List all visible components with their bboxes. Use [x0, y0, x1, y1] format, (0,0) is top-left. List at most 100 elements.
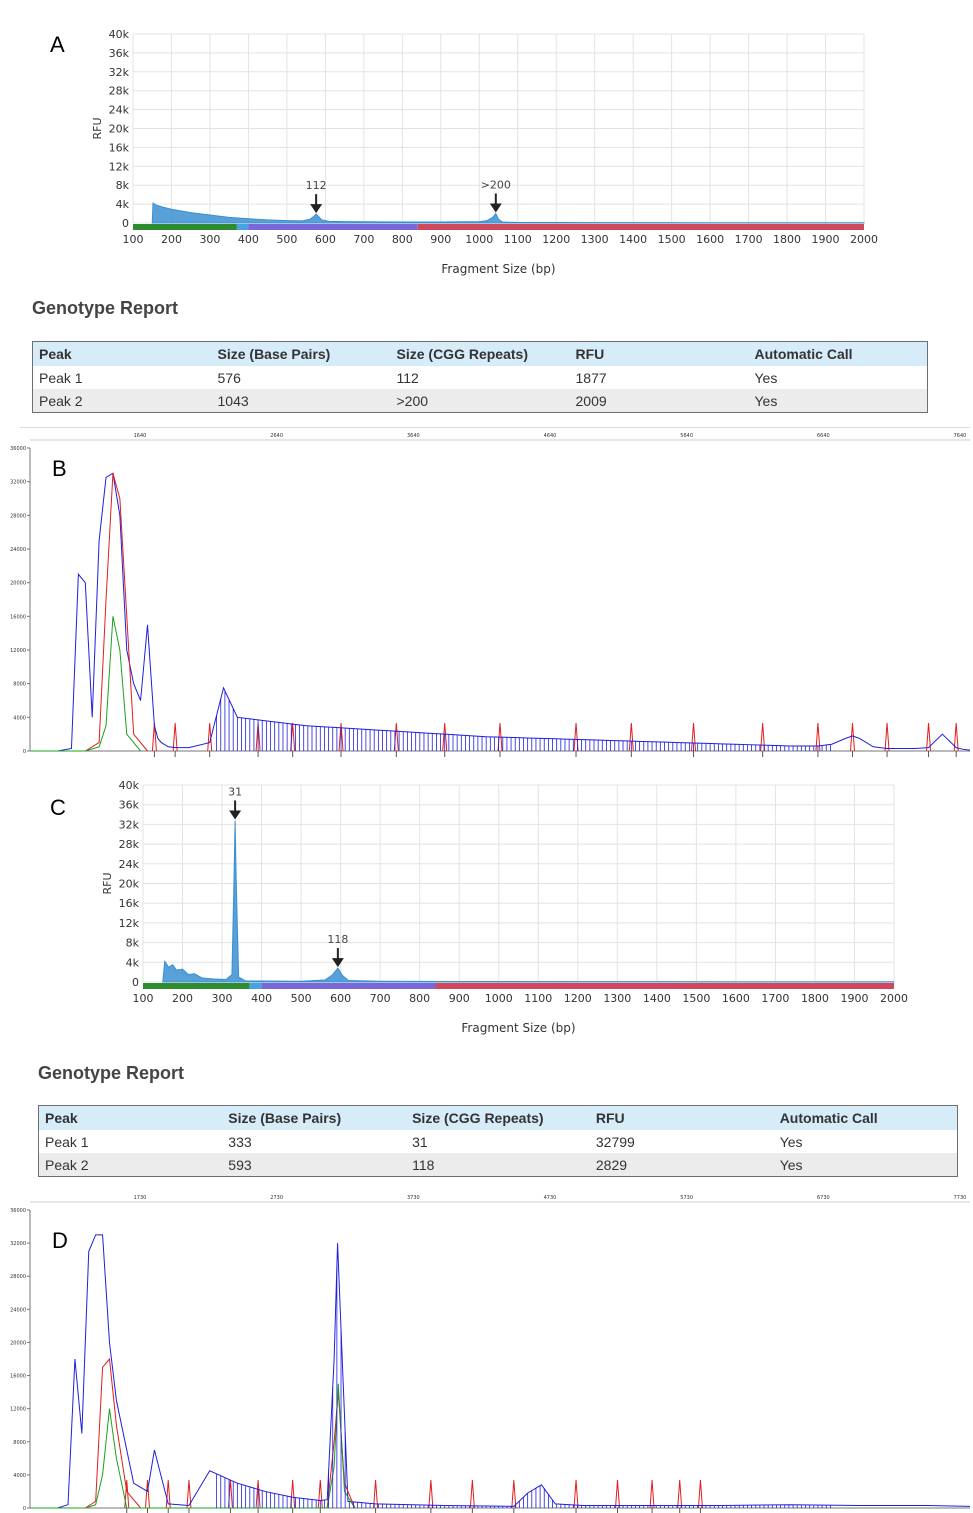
column-header: Size (CGG Repeats): [406, 1105, 590, 1130]
table-cell: 2009: [569, 389, 749, 413]
y-tick-label: 24000: [10, 1307, 26, 1313]
trace-line: [30, 1383, 356, 1509]
y-tick-label: 36000: [10, 1208, 26, 1214]
chart-c: 100 200 300 400 500 600 700 800 900 1000 1100 1200 1…: [101, 779, 908, 1035]
x-tick-label: 1800: [801, 992, 829, 1005]
ladder-peak: [145, 1479, 150, 1509]
x-tick-label: 1640: [134, 433, 147, 439]
x-tick-label: 2000: [850, 233, 878, 246]
x-tick-label: 300: [212, 992, 233, 1005]
x-tick-label: 1600: [722, 992, 750, 1005]
data-trace: [151, 202, 865, 224]
x-tick-label: 200: [172, 992, 193, 1005]
x-tick-label: 800: [392, 233, 413, 246]
x-tick-label: 1300: [603, 992, 631, 1005]
y-tick-label: 32k: [109, 66, 130, 79]
x-tick-label: 7730: [954, 1195, 967, 1201]
y-tick-label: 4k: [126, 956, 140, 969]
genotype-table-c: Peak Size (Base Pairs) Size (CGG Repeats) R…: [38, 1105, 958, 1177]
size-band: [261, 983, 436, 989]
y-tick-label: 36k: [109, 47, 130, 60]
genotype-report-title-c: Genotype Report: [38, 1063, 185, 1083]
y-tick-label: 16k: [109, 141, 130, 154]
x-tick-label: 1500: [658, 233, 686, 246]
ladder-peak: [884, 722, 890, 752]
separator: [20, 427, 970, 428]
x-tick-label: 7640: [954, 433, 967, 439]
y-tick-label: 4k: [116, 198, 130, 211]
y-tick-label: 16000: [10, 1374, 26, 1380]
ladder-peak: [442, 722, 448, 752]
peak-marker-arrowhead: [331, 958, 344, 968]
column-header: Peak: [32, 341, 212, 366]
table-cell: Peak 2: [32, 389, 212, 413]
y-tick-label: 36k: [119, 799, 140, 812]
y-tick-label: 32000: [10, 480, 26, 486]
x-tick-label: 5730: [680, 1195, 693, 1201]
table-row: Peak 1 333 31 32799 Yes: [38, 1130, 958, 1153]
x-tick-label: 1100: [524, 992, 552, 1005]
y-tick-label: 4000: [13, 1473, 26, 1479]
size-band: [249, 983, 262, 989]
y-tick-label: 24k: [119, 858, 140, 871]
table-cell: Peak 1: [32, 366, 212, 389]
ladder-peak: [573, 1479, 579, 1509]
chart-a: 100 200 300 400 500 600 700 800 900 1000 1100 1200 1…: [91, 28, 878, 276]
x-tick-label: 1900: [812, 233, 840, 246]
x-tick-label: 100: [123, 233, 144, 246]
x-tick-label: 6730: [817, 1195, 830, 1201]
column-header: Automatic Call: [748, 341, 928, 366]
y-tick-label: 24k: [109, 104, 130, 117]
x-tick-label: 1600: [696, 233, 724, 246]
x-tick-label: 2730: [270, 1195, 283, 1201]
table-row: Peak 2 1043 >200 2009 Yes: [32, 389, 928, 413]
x-tick-label: 2640: [270, 433, 283, 439]
x-tick-label: 800: [409, 992, 430, 1005]
x-tick-label: 6640: [817, 433, 830, 439]
x-tick-label: 700: [353, 233, 374, 246]
x-tick-label: 1100: [504, 233, 532, 246]
ladder-peak: [255, 1479, 261, 1509]
peak-marker-arrowhead: [310, 204, 323, 214]
ladder-peak: [760, 722, 766, 752]
y-tick-label: 28000: [10, 1274, 26, 1280]
y-tick-label: 8k: [126, 937, 140, 950]
y-tick-label: 40k: [119, 779, 140, 792]
column-header: RFU: [589, 1105, 774, 1130]
x-tick-label: 1400: [619, 233, 647, 246]
ladder-peak: [186, 1479, 192, 1509]
y-tick-label: 12000: [10, 648, 26, 654]
peak-marker-label: 31: [228, 785, 242, 798]
panel-a: A 100 200 300 400 500 600 700 800 900 1000 1100 120…: [0, 0, 973, 425]
ladder-peak: [172, 722, 178, 752]
size-band: [417, 224, 864, 230]
y-tick-label: 32k: [119, 818, 140, 831]
table-cell: Peak 1: [38, 1130, 223, 1153]
x-tick-label: 900: [449, 992, 470, 1005]
table-row: Peak 2 593 118 2829 Yes: [38, 1153, 958, 1177]
peak-marker-arrowhead: [229, 810, 242, 820]
x-tick-label: 3640: [407, 433, 420, 439]
x-tick-label: 400: [238, 233, 259, 246]
column-header: RFU: [569, 341, 749, 366]
ladder-peak: [926, 722, 932, 752]
table-cell: 31: [406, 1130, 590, 1153]
genotype-table-a: Peak Size (Base Pairs) Size (CGG Repeats) R…: [32, 341, 928, 413]
column-header: Size (Base Pairs): [211, 341, 391, 366]
ladder-peak: [815, 722, 821, 752]
table-cell: Yes: [748, 366, 928, 389]
x-tick-label: 3730: [407, 1195, 420, 1201]
ladder-peak: [469, 1479, 475, 1509]
peak-marker-label: >200: [481, 179, 511, 192]
trace-line: [30, 616, 141, 752]
y-tick-label: 32000: [10, 1241, 26, 1247]
trace-line: [30, 472, 971, 752]
y-tick-label: 0: [132, 976, 139, 989]
column-header: Size (Base Pairs): [222, 1105, 407, 1130]
table-cell: Yes: [748, 389, 928, 413]
ladder-peak: [615, 1479, 620, 1509]
peak-marker-label: 118: [327, 933, 348, 946]
y-axis-title: RFU: [101, 872, 114, 894]
x-axis-title: Fragment Size (bp): [441, 262, 555, 276]
x-tick-label: 900: [430, 233, 451, 246]
